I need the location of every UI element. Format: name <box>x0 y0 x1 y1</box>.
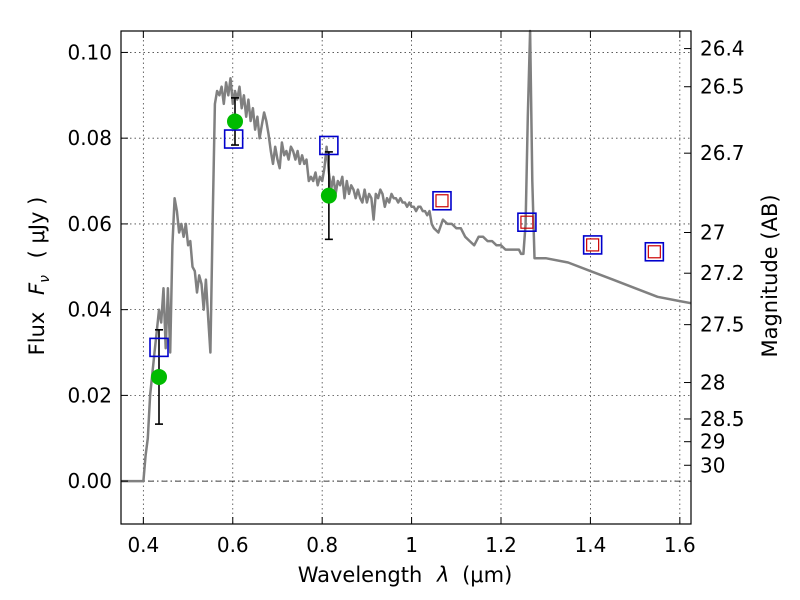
x-tick-label: 1.6 <box>664 533 696 557</box>
y-tick-label: 0.06 <box>67 212 112 236</box>
model-square <box>319 135 339 156</box>
model-square <box>582 235 603 255</box>
y2-axis-label: Magnitude (AB) <box>758 194 782 357</box>
x-tick-label: 1.4 <box>575 533 607 557</box>
model-inner-square <box>520 215 534 229</box>
errorbars <box>155 97 333 425</box>
plot-frame <box>120 30 692 525</box>
model-square <box>432 190 452 211</box>
sed-model-line <box>121 29 692 483</box>
measured-point <box>320 187 337 204</box>
y2-tick-label: 30 <box>700 453 725 477</box>
y-axis-ticks: 0.00 0.02 0.04 0.06 0.08 0.10 <box>67 40 128 493</box>
measured-point <box>227 113 243 130</box>
y-tick-label: 0.10 <box>67 40 112 64</box>
y2-tick-label: 28 <box>700 371 725 395</box>
y2-tick-label: 29 <box>700 430 725 454</box>
y2-tick-label: 27.2 <box>700 261 745 285</box>
x-tick-label: 0.6 <box>217 533 249 557</box>
y-axis-label: Flux Fν ( μJy ) <box>25 197 54 356</box>
model-square <box>149 337 169 358</box>
y2-tick-label: 27 <box>700 220 725 244</box>
y-tick-label: 0.02 <box>67 383 112 407</box>
measured-point <box>151 368 167 385</box>
model-square <box>644 241 665 262</box>
x-tick-label: 1.2 <box>485 533 517 557</box>
x-axis-label: Wavelength λ (μm) <box>298 563 513 587</box>
x-tick-label: 1 <box>405 533 418 557</box>
x-tick-label: 0.4 <box>127 533 159 557</box>
y2-tick-label: 27.5 <box>700 313 745 337</box>
y2-tick-label: 26.7 <box>700 141 745 165</box>
measured-points <box>151 113 337 385</box>
x-tick-label: 0.8 <box>306 533 338 557</box>
y-tick-label: 0.08 <box>67 126 112 150</box>
model-inner-square <box>647 245 661 259</box>
y-tick-label: 0.00 <box>67 469 112 493</box>
y2-tick-label: 26.5 <box>700 75 745 99</box>
y2-tick-label: 26.4 <box>700 37 745 61</box>
model-inner-squares <box>435 194 661 259</box>
model-inner-square <box>435 194 449 208</box>
model-squares <box>149 129 665 358</box>
model-square <box>517 212 537 232</box>
model-inner-square <box>586 238 600 252</box>
x-axis-ticks: 0.4 0.6 0.8 1 1.2 1.4 1.6 <box>127 31 696 557</box>
y2-tick-label: 28.5 <box>700 407 745 431</box>
y-tick-label: 0.04 <box>67 298 112 322</box>
model-square <box>223 129 244 149</box>
